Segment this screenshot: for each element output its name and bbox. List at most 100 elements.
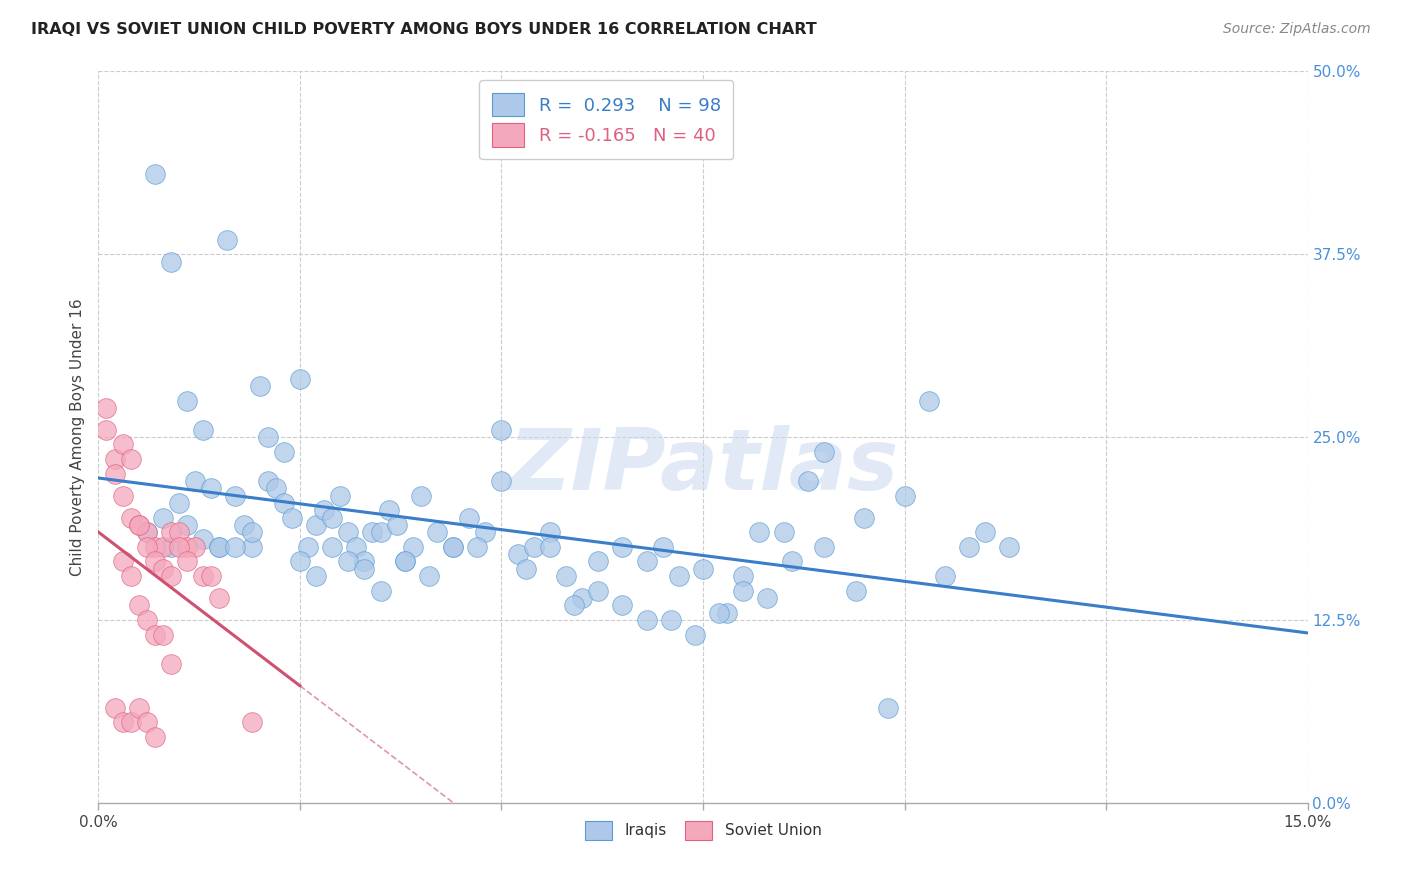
Point: [772, 525, 794, 540]
Point: [707, 606, 730, 620]
Point: [193, 569, 215, 583]
Point: [167, 525, 190, 540]
Point: [555, 569, 578, 583]
Point: [426, 525, 449, 540]
Point: [176, 517, 198, 532]
Point: [128, 599, 150, 613]
Point: [314, 503, 336, 517]
Point: [918, 393, 941, 408]
Point: [152, 562, 174, 576]
Point: [128, 517, 150, 532]
Point: [659, 613, 682, 627]
Point: [297, 540, 319, 554]
Point: [506, 547, 529, 561]
Point: [668, 569, 690, 583]
Point: [111, 489, 134, 503]
Point: [103, 467, 125, 481]
Point: [780, 554, 803, 568]
Point: [733, 569, 755, 583]
Point: [733, 583, 755, 598]
Point: [120, 452, 142, 467]
Point: [143, 540, 166, 554]
Point: [288, 371, 311, 385]
Point: [176, 393, 198, 408]
Point: [281, 510, 304, 524]
Point: [515, 562, 537, 576]
Point: [321, 540, 343, 554]
Point: [353, 554, 375, 568]
Point: [418, 569, 440, 583]
Y-axis label: Child Poverty Among Boys Under 16: Child Poverty Among Boys Under 16: [70, 298, 86, 576]
Point: [208, 540, 231, 554]
Point: [200, 569, 222, 583]
Point: [361, 525, 384, 540]
Point: [167, 496, 190, 510]
Point: [305, 517, 328, 532]
Point: [893, 489, 915, 503]
Point: [957, 540, 980, 554]
Point: [538, 525, 561, 540]
Point: [120, 569, 142, 583]
Text: Source: ZipAtlas.com: Source: ZipAtlas.com: [1223, 22, 1371, 37]
Point: [465, 540, 488, 554]
Point: [184, 540, 207, 554]
Point: [167, 540, 190, 554]
Point: [103, 700, 125, 714]
Point: [152, 540, 174, 554]
Point: [111, 554, 134, 568]
Text: IRAQI VS SOVIET UNION CHILD POVERTY AMONG BOYS UNDER 16 CORRELATION CHART: IRAQI VS SOVIET UNION CHILD POVERTY AMON…: [31, 22, 817, 37]
Point: [441, 540, 464, 554]
Point: [176, 540, 198, 554]
Point: [135, 525, 157, 540]
Point: [152, 627, 174, 641]
Point: [224, 540, 246, 554]
Point: [998, 540, 1021, 554]
Point: [240, 540, 263, 554]
Point: [143, 730, 166, 744]
Point: [586, 554, 609, 568]
Point: [612, 540, 634, 554]
Point: [974, 525, 997, 540]
Point: [523, 540, 546, 554]
Point: [143, 627, 166, 641]
Point: [409, 489, 432, 503]
Point: [232, 517, 254, 532]
Point: [385, 517, 408, 532]
Point: [877, 700, 900, 714]
Point: [224, 489, 246, 503]
Point: [152, 510, 174, 524]
Point: [370, 525, 392, 540]
Point: [135, 525, 157, 540]
Point: [344, 540, 367, 554]
Legend: Iraqis, Soviet Union: Iraqis, Soviet Union: [578, 814, 828, 847]
Point: [353, 562, 375, 576]
Point: [273, 444, 295, 458]
Point: [337, 554, 360, 568]
Point: [337, 525, 360, 540]
Point: [256, 430, 278, 444]
Point: [288, 554, 311, 568]
Point: [845, 583, 868, 598]
Point: [264, 481, 287, 495]
Point: [813, 444, 835, 458]
Point: [120, 715, 142, 730]
Point: [160, 254, 183, 268]
Point: [394, 554, 416, 568]
Point: [683, 627, 706, 641]
Point: [240, 525, 263, 540]
Point: [96, 423, 118, 437]
Point: [716, 606, 738, 620]
Point: [692, 562, 714, 576]
Point: [193, 423, 215, 437]
Point: [160, 525, 183, 540]
Point: [111, 437, 134, 451]
Point: [562, 599, 585, 613]
Point: [934, 569, 956, 583]
Point: [208, 540, 231, 554]
Point: [474, 525, 496, 540]
Point: [96, 401, 118, 415]
Point: [756, 591, 779, 605]
Point: [249, 379, 271, 393]
Point: [128, 517, 150, 532]
Point: [370, 583, 392, 598]
